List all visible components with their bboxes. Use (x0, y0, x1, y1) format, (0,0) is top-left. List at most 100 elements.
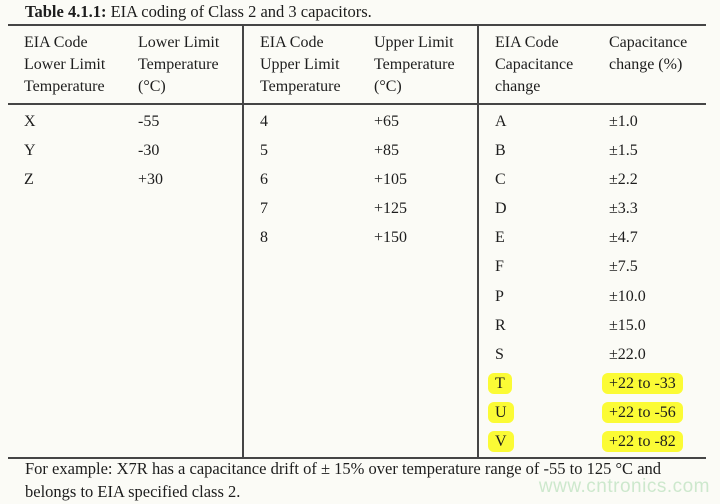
table-body-lower-limit: X -55 Y -30 Z +30 (8, 105, 242, 457)
value-text: ±1.5 (609, 142, 638, 160)
header-eia-code-lower: EIA Code Lower Limit Temperature (24, 34, 106, 95)
eia-code-cell: 4 (260, 113, 268, 130)
table-row: 6 +105 (260, 165, 477, 194)
table-header-row: EIA Code Upper Limit Temperature Upper L… (244, 26, 477, 105)
eia-code-text: B (495, 142, 506, 160)
header-capacitance-change: Capacitance change (%) (609, 34, 688, 73)
header-eia-code-upper: EIA Code Upper Limit Temperature (260, 34, 341, 95)
table-row: Y -30 (24, 136, 242, 165)
value-cell: ±22.0 (609, 340, 706, 369)
value-text: ±7.5 (609, 258, 638, 276)
eia-code-text: R (495, 316, 506, 334)
value-cell: +105 (374, 171, 408, 189)
table-row: 5 +85 (260, 136, 477, 165)
table-body-capacitance-change: A ±1.0 B ±1.5 C ±2.2 D ±3.3 E ±4.7 F ±7.5 P ±10… (479, 105, 706, 457)
table-caption: Table 4.1.1: EIA coding of Class 2 and 3… (25, 2, 372, 22)
table-row: 7 +125 (260, 194, 477, 223)
eia-code-cell: 7 (260, 200, 268, 218)
table-row-highlighted: U +22 to -56 (488, 398, 706, 427)
eia-code-text: C (495, 171, 506, 189)
eia-code-cell: T (488, 369, 609, 398)
eia-code-cell: Y (24, 142, 36, 160)
watermark-text: www.cntronics.com (538, 476, 710, 497)
value-cell: ±7.5 (609, 252, 706, 281)
table-row: 4 +65 (260, 107, 477, 136)
value-text: ±2.2 (609, 171, 638, 189)
eia-code-text-highlighted: U (488, 401, 514, 423)
value-cell: ±2.2 (609, 165, 706, 194)
eia-coding-table: EIA Code Lower Limit Temperature Lower L… (8, 24, 706, 459)
value-cell: ±1.0 (609, 107, 706, 136)
eia-code-cell: X (24, 113, 36, 130)
value-text: ±4.7 (609, 229, 638, 247)
value-cell: -55 (138, 113, 160, 130)
value-cell: +30 (138, 171, 164, 189)
value-text: ±15.0 (609, 316, 646, 334)
value-cell: ±10.0 (609, 282, 706, 311)
value-text: ±10.0 (609, 287, 646, 305)
eia-code-text-highlighted: T (488, 372, 512, 394)
header-upper-limit-temp: Upper Limit Temperature (°C) (374, 34, 455, 95)
eia-code-text-highlighted: V (488, 431, 514, 453)
table-body-upper-limit: 4 +65 5 +85 6 +105 7 +125 8 +150 (244, 105, 477, 457)
table-group-upper-limit: EIA Code Upper Limit Temperature Upper L… (242, 26, 477, 457)
table-row: E ±4.7 (495, 223, 706, 252)
eia-code-text: A (495, 113, 507, 130)
eia-code-cell: B (495, 136, 609, 165)
header-lower-limit-temp: Lower Limit Temperature (°C) (138, 34, 220, 95)
eia-code-cell: Z (24, 171, 34, 189)
eia-code-text: P (495, 287, 504, 305)
eia-code-cell: 8 (260, 229, 268, 247)
eia-code-cell: C (495, 165, 609, 194)
value-cell: ±15.0 (609, 311, 706, 340)
table-row: B ±1.5 (495, 136, 706, 165)
table-row-highlighted: V +22 to -82 (488, 427, 706, 456)
eia-code-cell: S (495, 340, 609, 369)
value-text-highlighted: +22 to -33 (602, 372, 683, 394)
value-cell: ±4.7 (609, 223, 706, 252)
table-row: A ±1.0 (495, 107, 706, 136)
eia-code-cell: A (495, 107, 609, 136)
eia-code-cell: E (495, 223, 609, 252)
value-cell: +125 (374, 200, 408, 218)
value-cell: +85 (374, 142, 400, 160)
value-cell: +22 to -33 (602, 369, 706, 398)
table-footnote: For example: X7R has a capacitance drift… (25, 459, 662, 501)
table-row: R ±15.0 (495, 311, 706, 340)
table-header-row: EIA Code Lower Limit Temperature Lower L… (8, 26, 242, 105)
value-text: ±3.3 (609, 200, 638, 218)
eia-code-cell: P (495, 282, 609, 311)
table-group-lower-limit: EIA Code Lower Limit Temperature Lower L… (8, 26, 242, 457)
eia-code-text: E (495, 229, 505, 247)
value-text: ±1.0 (609, 113, 638, 130)
header-eia-code-capacitance: EIA Code Capacitance change (495, 34, 574, 95)
table-row: F ±7.5 (495, 252, 706, 281)
value-cell: +150 (374, 229, 408, 247)
eia-code-text: F (495, 258, 504, 276)
value-cell: -30 (138, 142, 160, 160)
table-row: Z +30 (24, 165, 242, 194)
eia-code-text: S (495, 345, 504, 363)
table-header-row: EIA Code Capacitance change Capacitance … (479, 26, 706, 105)
value-text: ±22.0 (609, 345, 646, 363)
table-row: 8 +150 (260, 223, 477, 252)
table-row: S ±22.0 (495, 340, 706, 369)
eia-code-cell: F (495, 252, 609, 281)
table-caption-text: EIA coding of Class 2 and 3 capacitors. (106, 2, 372, 21)
eia-code-cell: U (488, 398, 609, 427)
value-cell: ±3.3 (609, 194, 706, 223)
table-row: C ±2.2 (495, 165, 706, 194)
value-cell: +22 to -82 (602, 427, 706, 456)
table-group-capacitance-change: EIA Code Capacitance change Capacitance … (477, 26, 706, 457)
eia-code-cell: 6 (260, 171, 268, 189)
table-row-highlighted: T +22 to -33 (488, 369, 706, 398)
eia-code-cell: D (495, 194, 609, 223)
value-cell: +22 to -56 (602, 398, 706, 427)
eia-code-cell: V (488, 427, 609, 456)
value-text-highlighted: +22 to -82 (602, 431, 683, 453)
table-row: P ±10.0 (495, 282, 706, 311)
value-cell: +65 (374, 113, 400, 130)
eia-code-text: D (495, 200, 507, 218)
eia-code-cell: R (495, 311, 609, 340)
